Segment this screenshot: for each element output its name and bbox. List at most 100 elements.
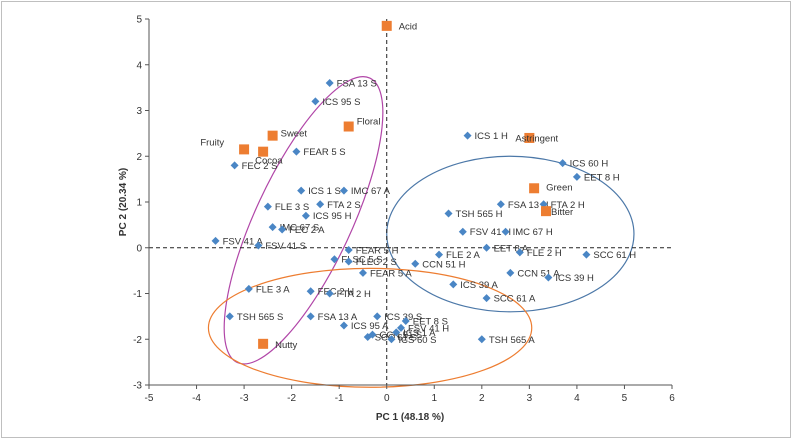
point-label: FLE 3 A — [256, 284, 290, 295]
x-tick-label: -5 — [145, 393, 154, 404]
point-label: ICS 1 A — [403, 328, 436, 339]
point-label: CCN 51 A — [517, 268, 560, 279]
x-tick-label: 3 — [527, 393, 533, 404]
point-label: FEC 2 S — [242, 161, 278, 172]
point-label: FLEC 2 S — [356, 257, 397, 268]
point-label: ICS 39 H — [555, 273, 594, 284]
point-label: FLSC 5 S — [341, 255, 382, 266]
y-tick-label: 1 — [136, 198, 142, 209]
point-label: FSA 13 A — [318, 312, 358, 323]
sample-marker — [582, 250, 591, 259]
y-tick-label: 3 — [136, 106, 142, 117]
point-label: ICS 39 S — [384, 312, 422, 323]
sample-marker — [292, 147, 301, 156]
sample-marker — [544, 273, 553, 282]
sample-marker — [344, 246, 353, 255]
sample-marker — [444, 209, 453, 218]
point-label: IMC 67 S — [280, 223, 320, 234]
sample-marker — [482, 294, 491, 303]
point-label: Cocoa — [255, 156, 283, 167]
sample-marker — [330, 255, 339, 264]
point-label: FLE 2 H — [527, 248, 562, 259]
sample-marker — [316, 200, 325, 209]
sample-marker — [268, 223, 277, 232]
sample-marker — [477, 335, 486, 344]
ellipses — [207, 76, 635, 388]
y-tick-label: 0 — [136, 243, 142, 254]
sample-marker — [392, 328, 401, 337]
y-tick-label: -1 — [133, 289, 142, 300]
point-label: IMC 67 A — [351, 186, 391, 197]
x-tick-label: 4 — [574, 393, 580, 404]
sample-marker — [311, 97, 320, 106]
point-label: SCC 61 S — [375, 332, 417, 343]
point-label: FSV 41 H — [408, 323, 449, 334]
attribute-marker — [343, 121, 354, 132]
sample-marker — [344, 257, 353, 266]
y-tick-label: -2 — [133, 335, 142, 346]
sample-marker — [373, 312, 382, 321]
point-label: FTA 2 S — [327, 200, 361, 211]
y-axis-label: PC 2 (20.34 %) — [118, 168, 129, 236]
point-label: FEAR 5 S — [303, 147, 345, 158]
sample-marker — [339, 321, 348, 330]
sample-marker — [254, 241, 263, 250]
sample-marker — [211, 236, 220, 245]
y-tick-label: 2 — [136, 152, 142, 163]
point-label: FEAR 5 A — [370, 268, 412, 279]
sample-marker — [401, 316, 410, 325]
x-tick-label: 5 — [622, 393, 628, 404]
point-label: ICS 60 H — [570, 159, 609, 170]
x-tick-label: 6 — [669, 393, 675, 404]
x-tick-label: 1 — [431, 393, 437, 404]
x-tick-label: 0 — [384, 393, 390, 404]
point-label: FEAR 5 H — [356, 246, 399, 257]
point-label: Green — [546, 182, 572, 193]
sample-marker — [368, 330, 377, 339]
point-label: ICS 95 A — [351, 321, 389, 332]
x-axis-label: PC 1 (48.18 %) — [376, 412, 444, 423]
point-label: EET 8 A — [494, 243, 529, 254]
sample-marker — [396, 323, 405, 332]
sample-marker — [301, 211, 310, 220]
point-label: TSH 565 A — [489, 335, 536, 346]
sample-marker — [325, 79, 334, 88]
sample-marker — [278, 225, 287, 234]
point-label: FLE 3 S — [275, 202, 309, 213]
point-label: ICS 1 S — [308, 186, 341, 197]
x-tick-label: -3 — [240, 393, 249, 404]
sample-marker — [306, 287, 315, 296]
y-tick-label: 5 — [136, 15, 142, 26]
point-label: FTA 2 H — [551, 200, 585, 211]
point-label: TSH 565 H — [456, 209, 503, 220]
x-tick-label: -1 — [335, 393, 344, 404]
sample-marker — [558, 159, 567, 168]
point-label: EET 8 H — [584, 172, 620, 183]
sample-marker — [572, 172, 581, 181]
point-label: SCC 61 A — [494, 294, 536, 305]
sample-marker — [225, 312, 234, 321]
point-label: TSH 565 S — [237, 312, 283, 323]
point-label: FSA 13 S — [337, 79, 377, 90]
point-label: Sweet — [281, 129, 308, 140]
ellipse-1 — [386, 155, 635, 313]
sample-marker — [515, 248, 524, 257]
reference-lines — [149, 19, 672, 385]
point-label: SCC 61 H — [593, 250, 636, 261]
attribute-marker — [239, 144, 250, 155]
point-label: Fruity — [200, 137, 224, 148]
sample-marker — [297, 186, 306, 195]
attribute-marker — [541, 206, 552, 217]
sample-marker — [358, 268, 367, 277]
sample-marker — [506, 268, 515, 277]
point-label: FLE 2 A — [446, 250, 480, 261]
point-label: Acid — [399, 21, 417, 32]
point-label: CCN 51 H — [422, 259, 465, 270]
data-points: FSA 13 S ICS 95 S FEAR 5 S FEC 2 S ICS 1 S IM… — [200, 20, 636, 351]
point-label: Nutty — [275, 340, 297, 351]
sample-marker — [263, 202, 272, 211]
pca-biplot: -5 -4 -3 -2 -1 0 1 2 3 4 5 6 -3 -2 -1 0 1 2 3 4 5 FSA 13 S IC… — [118, 15, 675, 424]
attribute-marker — [258, 338, 269, 349]
point-label: FEC 2 A — [289, 225, 325, 236]
sample-marker — [306, 312, 315, 321]
